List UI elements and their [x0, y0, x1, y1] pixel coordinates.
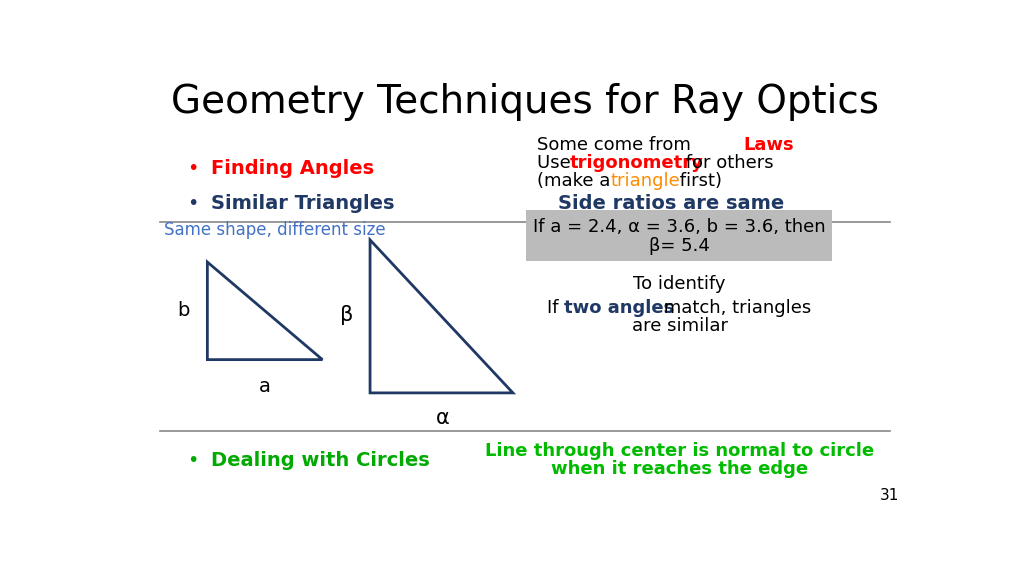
Text: a: a: [259, 377, 270, 396]
Text: Use: Use: [537, 154, 577, 172]
Text: Some come from: Some come from: [537, 137, 696, 154]
Text: Laws: Laws: [743, 137, 794, 154]
Text: β= 5.4: β= 5.4: [649, 237, 710, 255]
Text: (make a: (make a: [537, 172, 615, 190]
FancyBboxPatch shape: [526, 210, 831, 261]
Text: To identify: To identify: [633, 275, 726, 293]
Text: for others: for others: [680, 154, 773, 172]
Text: two angles: two angles: [564, 299, 675, 317]
Text: 31: 31: [880, 488, 899, 503]
Text: trigonometry: trigonometry: [570, 154, 703, 172]
Text: β: β: [340, 305, 353, 325]
Text: Geometry Techniques for Ray Optics: Geometry Techniques for Ray Optics: [171, 84, 879, 122]
Text: If: If: [547, 299, 564, 317]
Text: triangle: triangle: [610, 172, 680, 190]
Text: are similar: are similar: [632, 317, 727, 335]
Text: Finding Angles: Finding Angles: [211, 160, 375, 179]
Text: •: •: [187, 451, 199, 470]
Text: when it reaches the edge: when it reaches the edge: [551, 460, 808, 478]
Text: If a = 2.4, α = 3.6, b = 3.6, then: If a = 2.4, α = 3.6, b = 3.6, then: [534, 218, 826, 236]
Text: •: •: [187, 194, 199, 213]
Text: Side ratios are same: Side ratios are same: [558, 194, 784, 213]
Text: Similar Triangles: Similar Triangles: [211, 194, 395, 213]
Text: match, triangles: match, triangles: [658, 299, 811, 317]
Text: Same shape, different size: Same shape, different size: [164, 221, 386, 238]
Text: b: b: [177, 301, 189, 320]
Text: α: α: [435, 408, 450, 427]
Text: Dealing with Circles: Dealing with Circles: [211, 451, 430, 470]
Text: Line through center is normal to circle: Line through center is normal to circle: [485, 442, 874, 460]
Text: first): first): [674, 172, 722, 190]
Text: •: •: [187, 160, 199, 179]
